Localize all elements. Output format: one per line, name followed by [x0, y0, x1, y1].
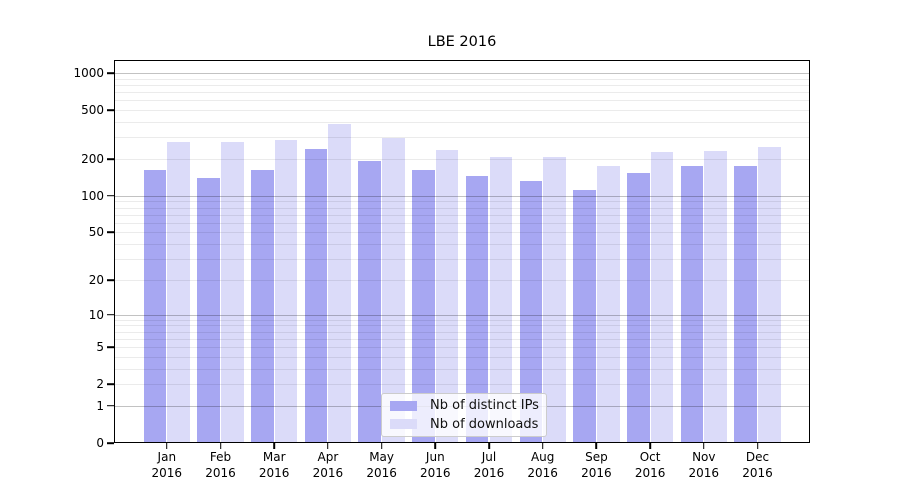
- y-tick-mark: [107, 72, 114, 74]
- legend-entry-downloads: Nb of downloads: [382, 415, 546, 433]
- x-tick-label-aug: Aug 2016: [527, 450, 558, 480]
- x-tick-label-mar: Mar 2016: [258, 450, 290, 480]
- bar-downloads-jan: [167, 141, 190, 443]
- legend-label-downloads: Nb of downloads: [430, 416, 539, 432]
- x-tick-label-nov: Nov 2016: [688, 450, 720, 480]
- y-tick-mark: [107, 313, 114, 316]
- bar-downloads-aug: [543, 157, 566, 443]
- x-tick-mark: [595, 443, 598, 449]
- x-tick-mark: [166, 443, 168, 449]
- bar-distinct-ips-jun: [412, 170, 435, 443]
- y-tick-mark: [107, 195, 114, 197]
- bar-downloads-jul: [489, 157, 513, 443]
- y-tick-mark: [107, 158, 114, 160]
- x-tick-mark: [541, 443, 544, 449]
- x-tick-label-may: May 2016: [366, 450, 397, 480]
- plot-area: [114, 60, 810, 443]
- x-tick-mark: [434, 443, 437, 449]
- y-tick-mark: [107, 383, 114, 385]
- legend-label-distinct-ips: Nb of distinct IPs: [430, 398, 539, 414]
- chart-title: LBE 2016: [427, 34, 497, 50]
- bar-distinct-ips-aug: [519, 180, 543, 443]
- bar-downloads-oct: [650, 151, 674, 443]
- y-tick-label-50: 50: [88, 225, 104, 240]
- bar-distinct-ips-jan: [143, 169, 167, 443]
- y-tick-mark: [107, 279, 114, 281]
- x-tick-mark: [703, 443, 705, 449]
- y-tick-mark: [107, 405, 114, 407]
- x-tick-label-jun: Jun 2016: [420, 450, 451, 480]
- bar-distinct-ips-oct: [626, 172, 650, 443]
- y-tick-label-10: 10: [88, 307, 104, 322]
- bar-distinct-ips-dec: [734, 166, 757, 443]
- x-tick-mark: [756, 443, 759, 449]
- x-tick-mark: [273, 443, 275, 449]
- bar-downloads-may: [382, 137, 405, 443]
- y-tick-mark: [107, 346, 114, 348]
- x-tick-mark: [380, 443, 383, 449]
- bars-layer: [114, 60, 810, 443]
- x-tick-mark: [649, 443, 651, 449]
- y-tick-mark: [107, 231, 114, 234]
- y-tick-label-2: 2: [96, 377, 104, 392]
- y-tick-label-200: 200: [81, 151, 104, 166]
- legend: Nb of distinct IPs Nb of downloads: [381, 393, 547, 437]
- bar-distinct-ips-nov: [680, 166, 704, 443]
- y-tick-label-1000: 1000: [73, 66, 104, 80]
- x-tick-label-apr: Apr 2016: [312, 450, 344, 480]
- bar-distinct-ips-may: [358, 160, 382, 443]
- bar-downloads-jun: [435, 149, 459, 443]
- x-tick-mark: [488, 443, 490, 449]
- x-tick-label-jul: Jul 2016: [473, 450, 505, 480]
- bar-distinct-ips-mar: [251, 169, 274, 443]
- y-tick-label-20: 20: [88, 272, 104, 287]
- x-tick-label-sep: Sep 2016: [581, 450, 612, 480]
- legend-swatch-distinct-ips: [390, 400, 417, 411]
- x-tick-mark: [219, 443, 222, 449]
- bar-downloads-nov: [704, 150, 727, 443]
- y-tick-label-5: 5: [96, 340, 104, 355]
- x-tick-label-dec: Dec 2016: [742, 450, 773, 480]
- y-tick-mark: [107, 442, 114, 444]
- y-tick-label-500: 500: [81, 103, 104, 118]
- y-tick-label-0: 0: [96, 436, 104, 450]
- legend-entry-distinct-ips: Nb of distinct IPs: [382, 397, 546, 415]
- bar-distinct-ips-feb: [197, 177, 220, 443]
- bar-downloads-feb: [221, 142, 244, 443]
- bar-downloads-sep: [596, 165, 620, 443]
- bar-downloads-dec: [758, 147, 781, 443]
- x-tick-label-oct: Oct 2016: [634, 450, 666, 480]
- y-tick-mark: [107, 109, 114, 111]
- x-tick-mark: [327, 443, 329, 449]
- bar-downloads-mar: [274, 139, 298, 443]
- bar-downloads-apr: [328, 123, 352, 443]
- bar-distinct-ips-apr: [304, 148, 328, 443]
- x-tick-label-feb: Feb 2016: [205, 450, 236, 480]
- legend-swatch-downloads: [390, 419, 417, 430]
- y-tick-label-1: 1: [96, 398, 104, 413]
- bar-distinct-ips-jul: [465, 175, 489, 443]
- y-tick-label-100: 100: [81, 188, 104, 203]
- bar-distinct-ips-sep: [573, 189, 596, 443]
- x-tick-label-jan: Jan 2016: [151, 450, 183, 480]
